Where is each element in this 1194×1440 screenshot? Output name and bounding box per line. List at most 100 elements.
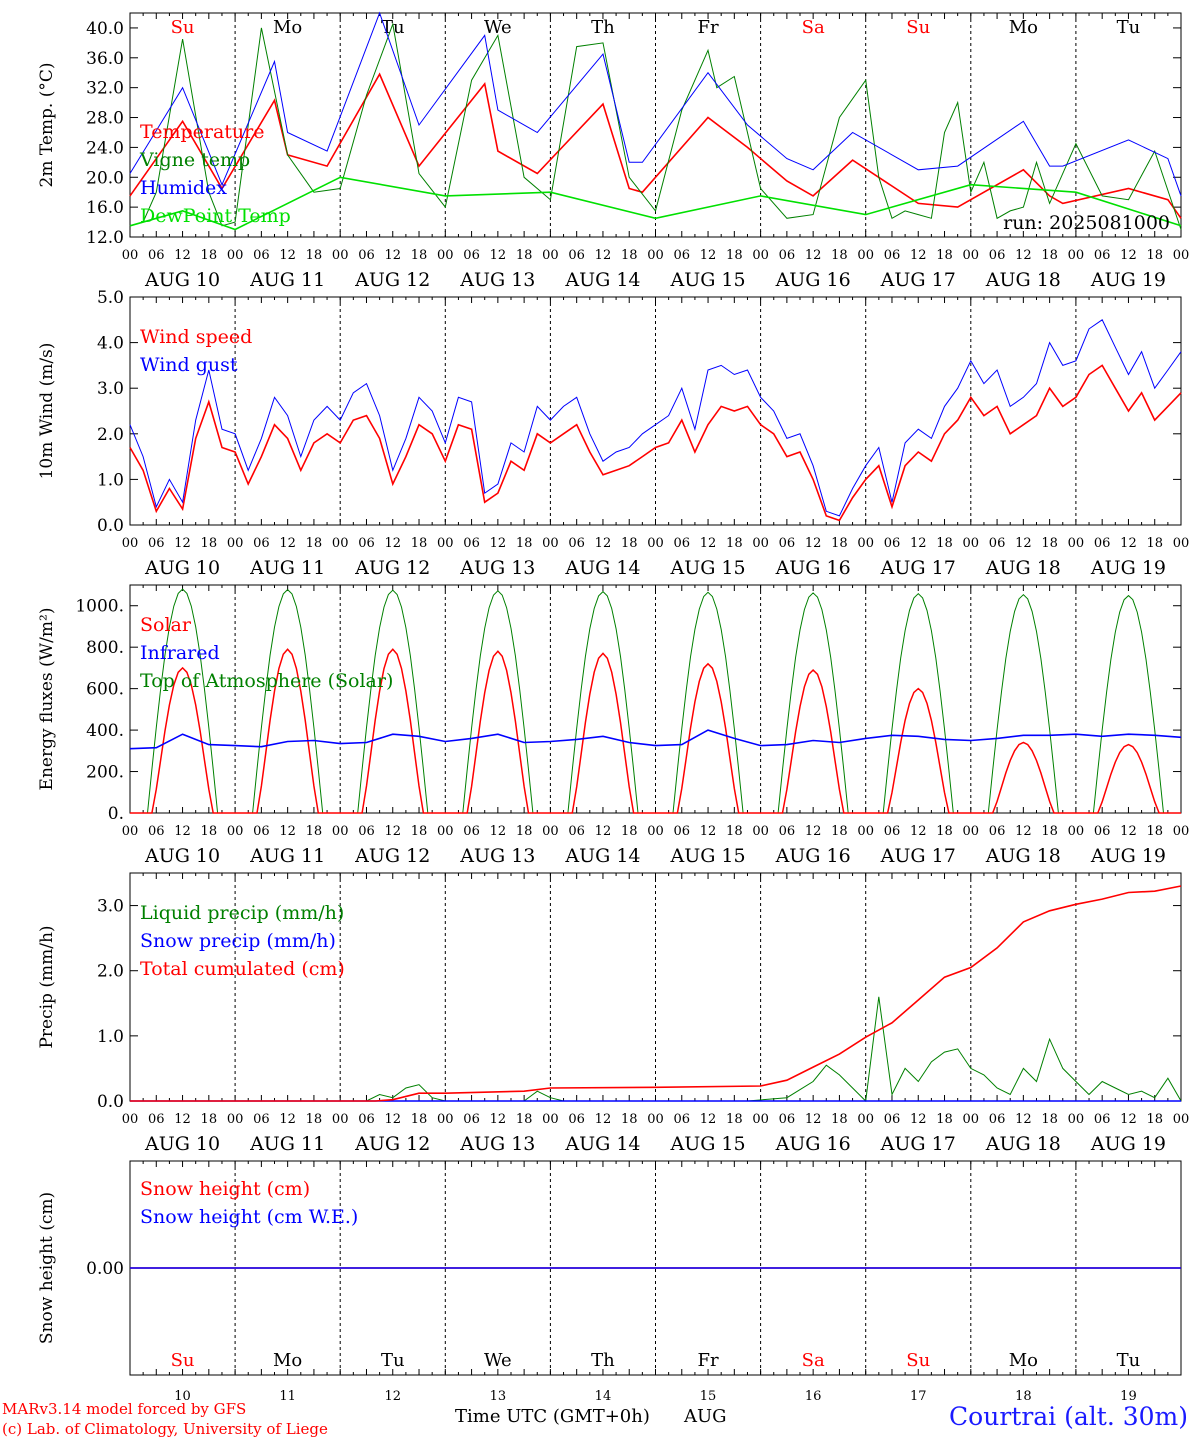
hour-tick-label: 18 (1041, 536, 1058, 551)
date-label: AUG 19 (1090, 269, 1166, 291)
hour-tick-label: 06 (884, 824, 901, 839)
date-label: AUG 18 (985, 1133, 1061, 1155)
date-label: AUG 12 (354, 845, 430, 867)
hour-tick-label: 18 (306, 824, 323, 839)
date-label: AUG 15 (669, 845, 745, 867)
date-label: AUG 16 (775, 845, 851, 867)
weekday-label: Fr (698, 1350, 719, 1371)
y-tick-label: 32.0 (86, 79, 124, 99)
hour-tick-label: 00 (227, 248, 244, 263)
y-tick-label: 40.0 (86, 19, 124, 39)
panel-3: 0. 200. 400. 600. 800. 1000. Energy fluxes (W/… (37, 584, 1189, 867)
hour-tick-label: 06 (779, 248, 796, 263)
date-label: AUG 10 (144, 557, 220, 579)
hour-tick-label: 12 (279, 248, 296, 263)
date-label: AUG 15 (669, 269, 745, 291)
hour-tick-label: 00 (647, 824, 664, 839)
hour-tick-label: 18 (831, 248, 848, 263)
hour-tick-label: 06 (568, 1112, 585, 1127)
series-line (129, 364, 1182, 522)
hour-tick-label: 12 (174, 536, 191, 551)
y-tick-label: 0.0 (97, 1092, 124, 1112)
run-label: run: 2025081000 (1003, 212, 1170, 234)
hour-tick-label: 12 (490, 824, 507, 839)
hour-tick-label: 12 (174, 1112, 191, 1127)
date-label: AUG 11 (249, 845, 325, 867)
hour-tick-label: 12 (805, 248, 822, 263)
hour-tick-label: 06 (779, 536, 796, 551)
date-label: AUG 16 (775, 1133, 851, 1155)
hour-tick-label: 18 (201, 824, 218, 839)
date-label: AUG 11 (249, 557, 325, 579)
hour-tick-label: 18 (726, 248, 743, 263)
hour-tick-label: 00 (1173, 1112, 1190, 1127)
hour-tick-label: 06 (148, 248, 165, 263)
hour-tick-label: 00 (542, 536, 559, 551)
hour-tick-label: 12 (1120, 824, 1137, 839)
hour-tick-label: 06 (989, 536, 1006, 551)
hour-tick-label: 00 (437, 824, 454, 839)
y-tick-label: 12.0 (86, 228, 124, 248)
hour-tick-label: 12 (910, 1112, 927, 1127)
hour-tick-label: 18 (516, 824, 533, 839)
hour-tick-label: 00 (437, 248, 454, 263)
hour-tick-label: 18 (201, 1112, 218, 1127)
hour-tick-label: 06 (674, 248, 691, 263)
date-label: AUG 12 (354, 1133, 430, 1155)
weekday-label: We (484, 1350, 512, 1371)
date-label: AUG 19 (1090, 845, 1166, 867)
weekday-label: We (484, 17, 512, 38)
day-number-label: 19 (1120, 1389, 1137, 1404)
y-tick-label: 36.0 (86, 49, 124, 69)
y-tick-label: 5.0 (97, 288, 124, 308)
hour-tick-label: 06 (674, 824, 691, 839)
hour-tick-label: 06 (148, 1112, 165, 1127)
hour-tick-label: 00 (332, 1112, 349, 1127)
hour-tick-label: 00 (963, 1112, 980, 1127)
hour-tick-label: 00 (227, 1112, 244, 1127)
day-number-label: 17 (910, 1389, 927, 1404)
hour-tick-label: 00 (647, 1112, 664, 1127)
hour-tick-label: 18 (516, 536, 533, 551)
legend-entry: Wind speed (140, 326, 252, 348)
lab-credit: (c) Lab. of Climatology, University of L… (2, 1420, 328, 1438)
hour-tick-label: 06 (148, 824, 165, 839)
panel-4: 0.0 1.0 2.0 3.0 Precip (mm/h) 00 06 12 18 00 06 12 1… (37, 872, 1190, 1155)
day-number-label: 12 (384, 1389, 401, 1404)
hour-tick-label: 12 (174, 824, 191, 839)
hour-tick-label: 18 (936, 1112, 953, 1127)
y-tick-label: 0.0 (97, 516, 124, 536)
hour-tick-label: 18 (936, 824, 953, 839)
series-line (129, 176, 1182, 231)
series-line (130, 885, 1182, 1102)
hour-tick-label: 12 (490, 1112, 507, 1127)
hour-tick-label: 12 (805, 1112, 822, 1127)
date-label: AUG 10 (144, 845, 220, 867)
day-number-label: 11 (279, 1389, 296, 1404)
date-label: AUG 15 (669, 1133, 745, 1155)
hour-tick-label: 06 (989, 824, 1006, 839)
hour-tick-label: 06 (463, 1112, 480, 1127)
hour-tick-label: 18 (621, 824, 638, 839)
hour-tick-label: 18 (411, 824, 428, 839)
date-label: AUG 14 (564, 269, 640, 291)
y-tick-label: 600. (86, 680, 124, 700)
hour-tick-label: 00 (542, 1112, 559, 1127)
weekday-label: Mo (1009, 1350, 1038, 1371)
y-tick-label: 3.0 (97, 379, 124, 399)
hour-tick-label: 00 (963, 536, 980, 551)
legend-entry: Snow precip (mm/h) (140, 930, 336, 952)
hour-tick-label: 00 (122, 248, 139, 263)
date-label: AUG 16 (775, 269, 851, 291)
hour-tick-label: 12 (700, 536, 717, 551)
date-label: AUG 10 (144, 269, 220, 291)
hour-tick-label: 00 (1173, 248, 1190, 263)
date-label: AUG 17 (880, 1133, 956, 1155)
hour-tick-label: 00 (857, 248, 874, 263)
hour-tick-label: 06 (779, 1112, 796, 1127)
hour-tick-label: 12 (279, 536, 296, 551)
hour-tick-label: 06 (463, 824, 480, 839)
y-tick-label: 800. (86, 638, 124, 658)
date-label: AUG 14 (564, 557, 640, 579)
hour-tick-label: 12 (595, 248, 612, 263)
